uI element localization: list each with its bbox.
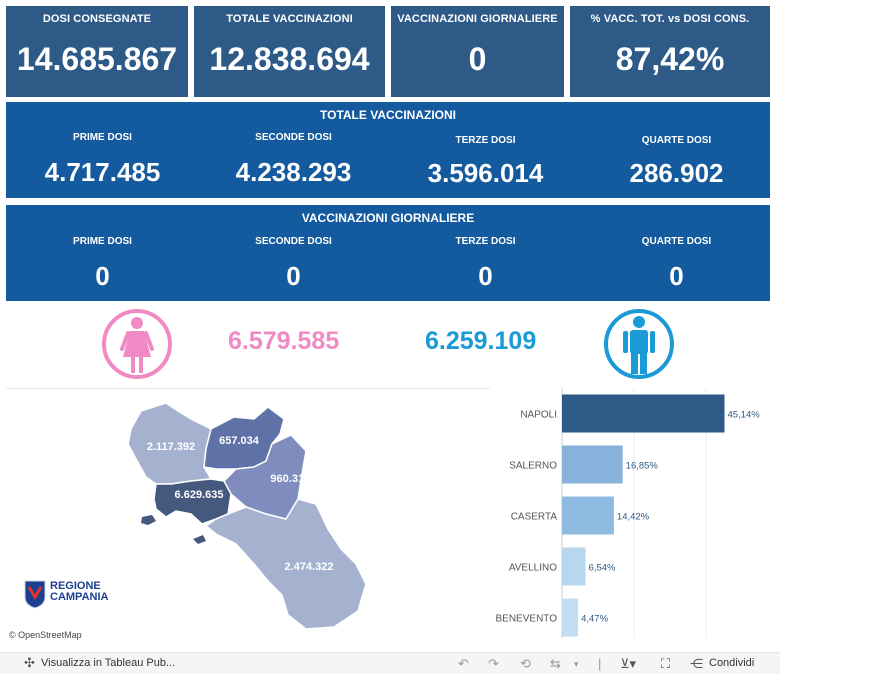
- col-label: QUARTE DOSI: [641, 135, 712, 146]
- view-in-tableau-link[interactable]: Visualizza in Tableau Pub...: [41, 657, 176, 669]
- vaccinazioni-giornaliere-panel: VACCINAZIONI GIORNALIERE PRIME DOSI 0 SE…: [6, 205, 770, 301]
- col-value: 0: [95, 261, 110, 291]
- panel-title: TOTALE VACCINAZIONI: [320, 108, 456, 122]
- kpi-percentuale: % VACC. TOT. vs DOSI CONS. 87,42%: [570, 6, 770, 97]
- totale-quarte-dosi: QUARTE DOSI 286.902: [581, 135, 772, 189]
- giornaliere-seconde-dosi: SECONDE DOSI 0: [198, 236, 389, 292]
- province-bar-chart: NAPOLI 45,14% SALERNO 16,85% CASERTA 14,42% AV…: [496, 388, 761, 638]
- kpi-value: 12.838.694: [209, 41, 370, 77]
- col-value: 4.238.293: [235, 157, 352, 187]
- col-value: 0: [478, 261, 493, 291]
- bar-avellino[interactable]: [562, 547, 586, 586]
- giornaliere-terze-dosi: TERZE DOSI 0: [390, 236, 581, 292]
- kpi-vaccinazioni-giornaliere: VACCINAZIONI GIORNALIERE 0: [391, 6, 564, 97]
- totale-vaccinazioni-panel: TOTALE VACCINAZIONI PRIME DOSI 4.717.485…: [6, 102, 770, 198]
- male-count: 6.259.109: [425, 327, 537, 355]
- fullscreen-icon[interactable]: ⛶: [661, 656, 671, 671]
- pause-icon[interactable]: ▾: [574, 659, 579, 669]
- redo-icon[interactable]: ↷: [488, 656, 499, 671]
- undo-icon[interactable]: ↶: [458, 656, 469, 671]
- toolbar-divider: |: [598, 656, 602, 671]
- bar-value-label: 16,85%: [626, 461, 659, 472]
- bar-category-label: CASERTA: [511, 512, 558, 523]
- totale-terze-dosi: TERZE DOSI 3.596.014: [390, 135, 581, 189]
- col-value: 0: [669, 261, 684, 291]
- refresh-icon[interactable]: ⇆: [550, 656, 561, 671]
- bar-benevento[interactable]: [562, 598, 579, 637]
- kpi-totale-vaccinazioni: TOTALE VACCINAZIONI 12.838.694: [194, 6, 385, 97]
- totale-seconde-dosi: SECONDE DOSI 4.238.293: [198, 132, 389, 188]
- kpi-dosi-consegnate: DOSI CONSEGNATE 14.685.867: [6, 6, 188, 97]
- island-capri: [193, 535, 206, 544]
- download-icon[interactable]: ⊻▾: [620, 656, 637, 671]
- female-icon: [102, 309, 172, 379]
- share-button[interactable]: Condividi: [709, 657, 755, 669]
- col-label: TERZE DOSI: [455, 236, 516, 247]
- tableau-toolbar: ✣ Visualizza in Tableau Pub... ↶ ↷ ⟲ ⇆ ▾…: [0, 652, 780, 674]
- kpi-value: 87,42%: [615, 41, 725, 77]
- col-value: 4.717.485: [44, 157, 161, 187]
- totale-prime-dosi: PRIME DOSI 4.717.485: [7, 132, 198, 188]
- bar-value-label: 4,47%: [581, 614, 608, 625]
- male-icon: [604, 309, 674, 379]
- bar-category-label: BENEVENTO: [496, 614, 558, 625]
- revert-icon[interactable]: ⟲: [520, 656, 531, 671]
- bar-salerno[interactable]: [562, 445, 623, 484]
- kpi-value: 14.685.867: [16, 41, 178, 77]
- campania-map[interactable]: 2.117.392 657.034 960.311 6.629.635 2.47…: [6, 388, 490, 642]
- tableau-logo-icon: ✣: [24, 655, 35, 670]
- col-label: SECONDE DOSI: [255, 236, 332, 247]
- bar-category-label: SALERNO: [509, 461, 557, 472]
- female-count: 6.579.585: [228, 327, 340, 355]
- col-value: 3.596.014: [427, 158, 544, 188]
- share-icon[interactable]: ⋲: [690, 656, 703, 671]
- map-label-salerno: 2.474.322: [285, 561, 334, 573]
- map-label-napoli: 6.629.635: [175, 489, 224, 501]
- kpi-label: VACCINAZIONI GIORNALIERE: [397, 13, 558, 25]
- bar-value-label: 6,54%: [589, 563, 616, 574]
- map-label-benevento: 657.034: [219, 435, 260, 447]
- kpi-value: 0: [468, 41, 487, 77]
- map-svg: 2.117.392 657.034 960.311 6.629.635 2.47…: [127, 402, 367, 630]
- col-value: 286.902: [629, 158, 724, 188]
- map-label-caserta: 2.117.392: [147, 441, 195, 453]
- bar-category-label: AVELLINO: [509, 563, 557, 574]
- col-label: SECONDE DOSI: [255, 132, 332, 143]
- bar-value-label: 14,42%: [617, 512, 650, 523]
- col-label: TERZE DOSI: [455, 135, 516, 146]
- col-label: QUARTE DOSI: [641, 236, 712, 247]
- col-label: PRIME DOSI: [73, 132, 132, 143]
- island-ischia: [141, 515, 156, 525]
- giornaliere-prime-dosi: PRIME DOSI 0: [7, 236, 198, 292]
- logo-text-line1: REGIONE: [50, 580, 101, 592]
- bar-napoli[interactable]: [562, 394, 725, 433]
- giornaliere-quarte-dosi: QUARTE DOSI 0: [581, 236, 772, 292]
- campania-logo-icon: [24, 580, 46, 609]
- bar-value-label: 45,14%: [728, 410, 761, 421]
- kpi-label: TOTALE VACCINAZIONI: [226, 13, 353, 25]
- bar-caserta[interactable]: [562, 496, 614, 535]
- col-value: 0: [286, 261, 301, 291]
- province-salerno: [204, 498, 367, 630]
- col-label: PRIME DOSI: [73, 236, 132, 247]
- bar-category-label: NAPOLI: [520, 410, 557, 421]
- panel-title: VACCINAZIONI GIORNALIERE: [301, 211, 475, 225]
- kpi-label: % VACC. TOT. vs DOSI CONS.: [590, 13, 750, 25]
- kpi-label: DOSI CONSEGNATE: [42, 13, 152, 25]
- map-label-avellino: 960.311: [270, 473, 309, 485]
- map-attribution[interactable]: © OpenStreetMap: [9, 630, 82, 640]
- logo-text-line2: CAMPANIA: [50, 591, 109, 603]
